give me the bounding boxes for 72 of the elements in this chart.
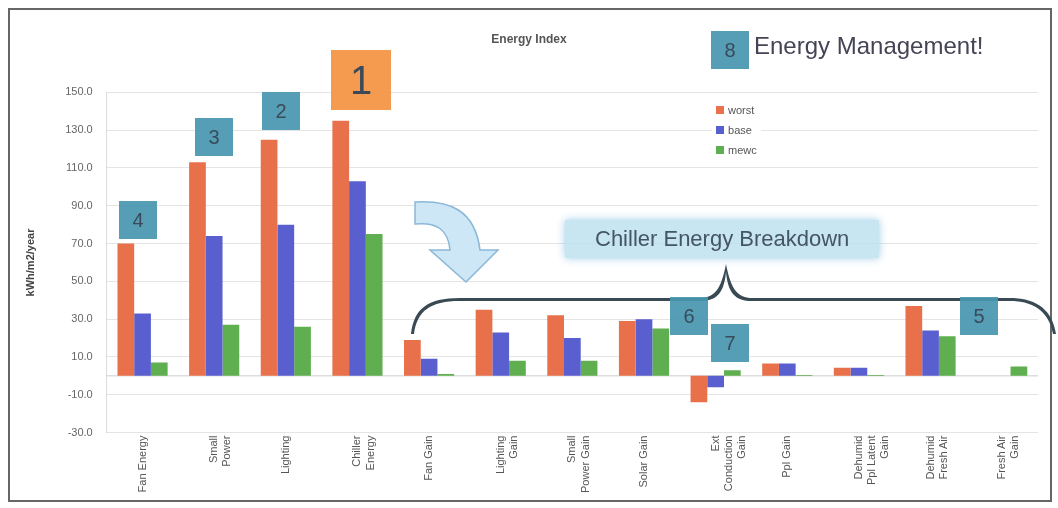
- bar: [420, 358, 438, 376]
- bar: [349, 181, 366, 376]
- bar: [762, 363, 779, 376]
- bar: [1010, 366, 1028, 376]
- annotation: 1: [331, 50, 391, 110]
- bar: [652, 328, 670, 376]
- bar: [205, 236, 223, 376]
- text: Energy Management!: [754, 32, 984, 60]
- x-tick-label: Dehumid Ppl Latent Gain: [851, 435, 891, 486]
- bar: [294, 326, 311, 376]
- y-tick-label: -30.0: [67, 425, 93, 438]
- bar: [635, 319, 653, 376]
- bar: [509, 360, 526, 376]
- x-tick-label: Fan Energy: [135, 435, 148, 493]
- bar: [707, 375, 724, 388]
- x-tick-label: Fan Gain: [422, 435, 435, 481]
- bar: [778, 363, 796, 376]
- y-tick-label: 150.0: [65, 85, 93, 98]
- x-tick-label: Ext Conduction Gain: [708, 435, 748, 492]
- bar: [260, 139, 278, 376]
- annotation: 3: [195, 118, 233, 156]
- y-tick-label: 130.0: [65, 123, 93, 136]
- legend-label: base: [728, 124, 752, 137]
- x-tick-label: Small Power Gain: [565, 435, 591, 494]
- y-tick-label: 90.0: [71, 198, 93, 211]
- chart-title: Energy Index: [491, 31, 567, 46]
- annotation: 4: [119, 201, 157, 239]
- x-tick-label: Dehumid Fresh Air: [923, 435, 949, 480]
- bar: [564, 338, 581, 376]
- y-tick-label: 70.0: [71, 236, 93, 249]
- x-tick-label: Lighting Gain: [493, 435, 519, 475]
- bar: [189, 162, 206, 376]
- bar: [365, 234, 383, 376]
- bar: [475, 309, 493, 376]
- annotation: Chiller Energy Breakdown: [565, 220, 880, 258]
- y-tick-label: 50.0: [71, 274, 93, 287]
- x-tick-label: Small Power: [207, 435, 233, 467]
- bar: [618, 321, 636, 376]
- bar: [723, 370, 741, 376]
- bar: [938, 336, 956, 376]
- x-tick-label: Fresh Air Gain: [995, 435, 1021, 480]
- bar: [332, 120, 350, 376]
- y-tick-label: 10.0: [71, 349, 93, 362]
- x-tick-label: Ppl Gain: [780, 435, 793, 478]
- legend-label: mewc: [728, 144, 757, 157]
- annotation: 6: [670, 297, 708, 335]
- annotation: 5: [960, 297, 998, 335]
- y-axis-title: kWh/m2/year: [23, 227, 36, 297]
- bar: [404, 339, 421, 376]
- bar: [580, 360, 598, 376]
- x-tick-label: Solar Gain: [637, 435, 650, 488]
- bar: [905, 305, 923, 376]
- bar: [850, 367, 868, 376]
- bar: [150, 362, 168, 376]
- legend-label: worst: [728, 104, 755, 117]
- text: 8: [711, 31, 749, 69]
- bar: [833, 367, 851, 376]
- bar: [134, 313, 151, 376]
- bar: [922, 330, 939, 376]
- bar: [690, 375, 708, 403]
- bar: [492, 332, 510, 376]
- y-tick-label: 110.0: [66, 161, 93, 174]
- bar: [547, 315, 565, 376]
- y-tick-label: 30.0: [71, 312, 93, 325]
- bar: [222, 324, 240, 376]
- bar: [277, 224, 295, 376]
- annotation: 2: [262, 92, 300, 130]
- bar: [117, 243, 135, 376]
- x-tick-label: Chiller Energy: [350, 435, 376, 471]
- annotation: 7: [711, 324, 749, 362]
- y-tick-label: -10.0: [67, 387, 93, 400]
- x-tick-label: Lighting: [278, 435, 291, 475]
